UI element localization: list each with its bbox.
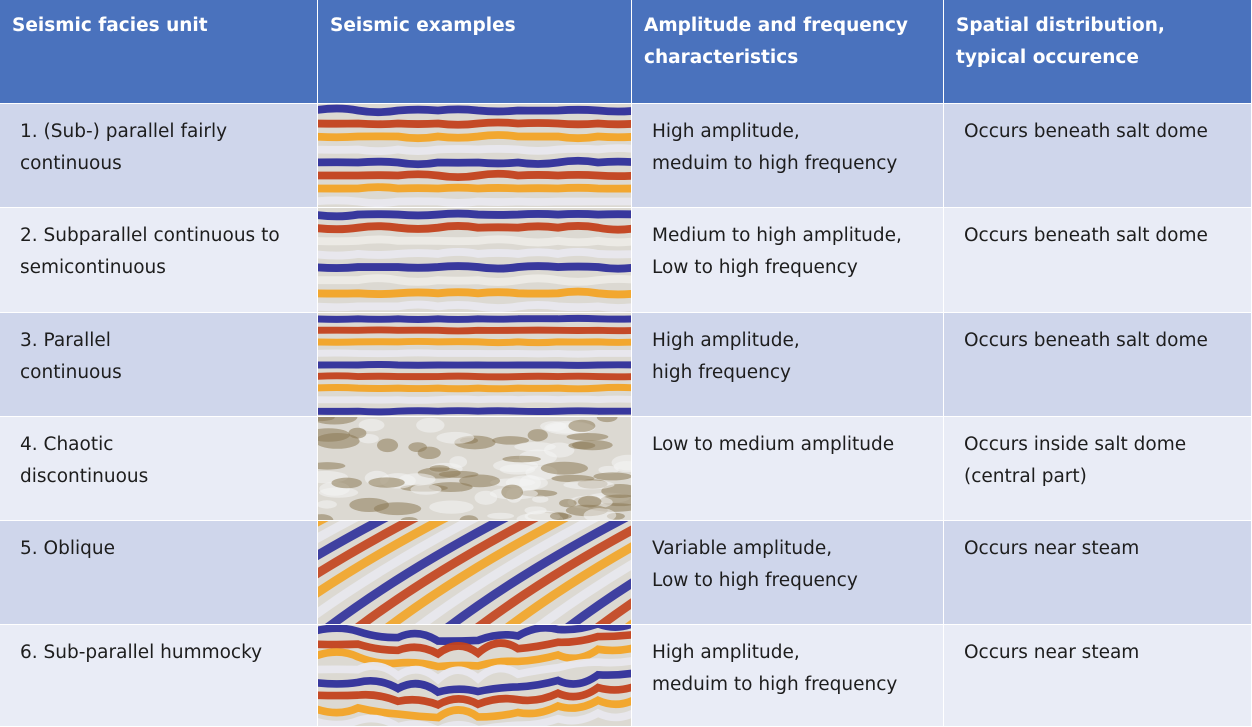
cell-line: 3. Parallel	[20, 325, 303, 357]
cell-line: continuous	[20, 148, 303, 180]
cell-line: 2. Subparallel continuous to	[20, 220, 303, 252]
seismic-example	[318, 417, 632, 521]
spatial-distribution: Occurs beneath salt dome	[944, 104, 1252, 208]
amplitude-frequency: Variable amplitude,Low to high frequency	[632, 521, 944, 625]
cell-line: typical occurence	[956, 42, 1237, 74]
seismic-image	[318, 104, 632, 208]
spatial-distribution: Occurs inside salt dome(central part)	[944, 417, 1252, 521]
cell-line: Seismic facies unit	[12, 10, 303, 42]
cell-line: discontinuous	[20, 461, 303, 493]
cell-line: High amplitude,	[652, 637, 929, 669]
seismic-image	[318, 625, 632, 727]
cell-line: Occurs inside salt dome	[964, 429, 1237, 461]
cell-line: High amplitude,	[652, 325, 929, 357]
cell-line: Low to high frequency	[652, 565, 929, 597]
header-cell: Spatial distribution,typical occurence	[944, 0, 1252, 104]
cell-line: meduim to high frequency	[652, 148, 929, 180]
header-cell: Seismic facies unit	[0, 0, 318, 104]
seismic-image	[318, 208, 632, 313]
cell-line: semicontinuous	[20, 252, 303, 284]
amplitude-frequency: Medium to high amplitude,Low to high fre…	[632, 208, 944, 313]
spatial-distribution: Occurs near steam	[944, 625, 1252, 727]
header-cell: Seismic examples	[318, 0, 632, 104]
cell-line: Occurs beneath salt dome	[964, 116, 1237, 148]
facies-table: Seismic facies unit Seismic examples Ampli…	[0, 0, 1252, 727]
cell-line: Medium to high amplitude,	[652, 220, 929, 252]
seismic-example	[318, 625, 632, 727]
spatial-distribution: Occurs beneath salt dome	[944, 313, 1252, 417]
amplitude-frequency: High amplitude,meduim to high frequency	[632, 104, 944, 208]
facies-unit: 5. Oblique	[0, 521, 318, 625]
cell-line: characteristics	[644, 42, 929, 74]
spatial-distribution: Occurs beneath salt dome	[944, 208, 1252, 313]
seismic-example	[318, 208, 632, 313]
cell-line: Occurs near steam	[964, 533, 1237, 565]
seismic-example	[318, 521, 632, 625]
seismic-example	[318, 104, 632, 208]
seismic-image	[318, 417, 632, 521]
facies-unit: 6. Sub-parallel hummocky	[0, 625, 318, 727]
cell-line: Seismic examples	[330, 10, 617, 42]
amplitude-frequency: High amplitude,meduim to high frequency	[632, 625, 944, 727]
cell-line: Variable amplitude,	[652, 533, 929, 565]
cell-line: 4. Chaotic	[20, 429, 303, 461]
cell-line: High amplitude,	[652, 116, 929, 148]
cell-line: Spatial distribution,	[956, 10, 1237, 42]
cell-line: 6. Sub-parallel hummocky	[20, 637, 303, 669]
seismic-image	[318, 521, 632, 625]
spatial-distribution: Occurs near steam	[944, 521, 1252, 625]
amplitude-frequency: Low to medium amplitude	[632, 417, 944, 521]
seismic-example	[318, 313, 632, 417]
cell-line: 5. Oblique	[20, 533, 303, 565]
cell-line: (central part)	[964, 461, 1237, 493]
amplitude-frequency: High amplitude,high frequency	[632, 313, 944, 417]
cell-line: Amplitude and frequency	[644, 10, 929, 42]
seismic-image	[318, 313, 632, 417]
cell-line: Occurs beneath salt dome	[964, 325, 1237, 357]
cell-line: continuous	[20, 357, 303, 389]
cell-line: meduim to high frequency	[652, 669, 929, 701]
cell-line: 1. (Sub-) parallel fairly	[20, 116, 303, 148]
cell-line: Low to high frequency	[652, 252, 929, 284]
cell-line: high frequency	[652, 357, 929, 389]
cell-line: Low to medium amplitude	[652, 429, 929, 461]
cell-line: Occurs near steam	[964, 637, 1237, 669]
cell-line: Occurs beneath salt dome	[964, 220, 1237, 252]
